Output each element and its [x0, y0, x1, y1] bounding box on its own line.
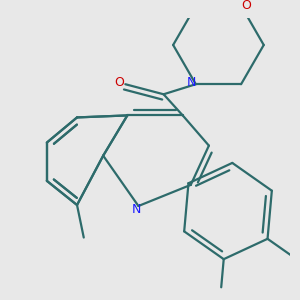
Text: N: N — [187, 76, 196, 89]
Text: N: N — [132, 203, 142, 216]
Text: O: O — [114, 76, 124, 89]
Text: O: O — [242, 0, 251, 12]
